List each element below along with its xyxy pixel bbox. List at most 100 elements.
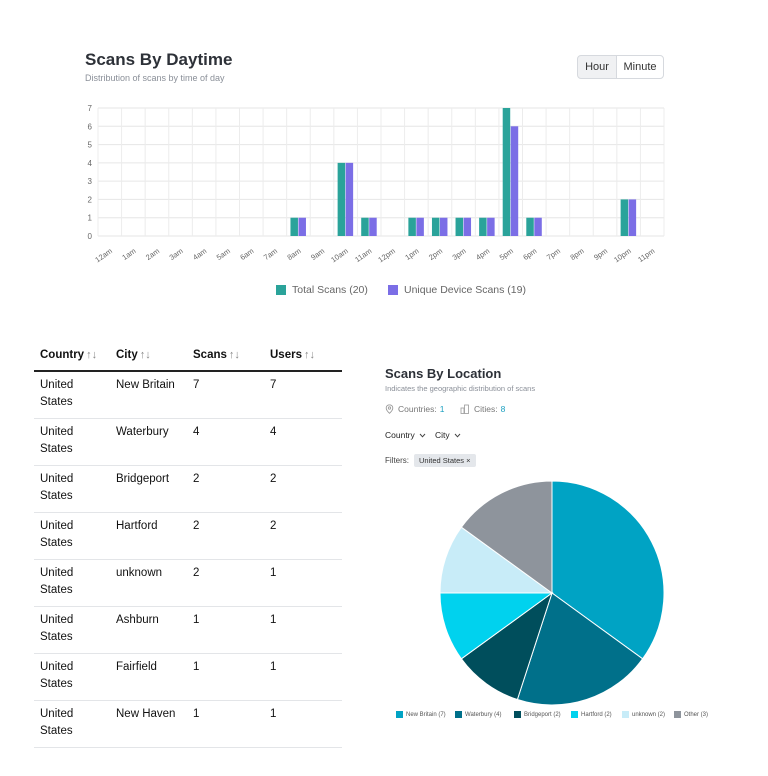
pie-slice-5[interactable] (460, 480, 553, 594)
y-tick-label: 1 (88, 214, 93, 223)
x-tick-label: 8am (285, 246, 302, 262)
x-tick-label: 10am (329, 246, 350, 264)
pie-slice-1[interactable] (516, 592, 644, 706)
bar-unique-2pm[interactable] (439, 217, 448, 236)
bar-total-10pm[interactable] (620, 199, 629, 236)
pie-slice-2[interactable] (460, 591, 553, 701)
sort-icon[interactable]: ↑↓ (228, 349, 240, 361)
pie-legend-item[interactable]: Hartford (2) (571, 711, 612, 718)
cell-scans: 2 (187, 512, 264, 560)
cell-city: Bridgeport (110, 465, 187, 513)
pie-legend-item[interactable]: New Britain (7) (396, 711, 446, 718)
pie-legend-item[interactable]: Bridgeport (2) (514, 711, 561, 718)
bar-unique-1pm[interactable] (416, 217, 424, 236)
pie-legend-item[interactable]: Other (3) (674, 711, 708, 718)
cell-country: United States (34, 559, 110, 607)
pie-legend-label: Hartford (2) (581, 711, 612, 718)
x-tick-label: 4am (191, 246, 208, 262)
cell-users: 1 (264, 653, 342, 701)
table-row: United States New Haven 1 1 (34, 700, 342, 748)
country-dropdown[interactable]: Country (385, 430, 426, 440)
legend-total-scans[interactable]: Total Scans (20) (276, 284, 368, 296)
bar-total-2pm[interactable] (431, 217, 440, 236)
daytime-subtitle: Distribution of scans by time of day (85, 73, 225, 83)
sort-icon[interactable]: ↑↓ (303, 349, 315, 361)
bar-total-10am[interactable] (337, 162, 346, 236)
cell-users: 1 (264, 700, 342, 748)
x-tick-label: 11am (353, 246, 373, 264)
chevron-down-icon (454, 433, 461, 438)
cities-label: Cities: (474, 404, 498, 414)
bar-total-8am[interactable] (290, 217, 298, 236)
pie-legend-item[interactable]: unknown (2) (622, 711, 665, 718)
column-header-scans[interactable]: Scans ↑↓ (187, 345, 264, 372)
cell-users: 7 (264, 371, 342, 419)
table-row: United States Fairfield 1 1 (34, 653, 342, 701)
cities-value: 8 (500, 404, 506, 414)
cell-scans: 2 (187, 465, 264, 513)
bar-total-5pm[interactable] (502, 108, 511, 236)
cell-city: unknown (110, 559, 187, 607)
bar-total-6pm[interactable] (526, 217, 534, 236)
country-dropdown-label: Country (385, 430, 415, 440)
pie-slice-0[interactable] (551, 480, 665, 660)
bar-total-1pm[interactable] (408, 217, 416, 236)
bar-unique-4pm[interactable] (487, 217, 495, 236)
column-header-country[interactable]: Country ↑↓ (34, 345, 110, 372)
cell-scans: 7 (187, 371, 264, 419)
pie-slice-3[interactable] (439, 592, 554, 660)
bar-total-4pm[interactable] (479, 217, 487, 236)
cell-country: United States (34, 418, 110, 466)
filter-chip-united-states[interactable]: United States × (414, 454, 476, 467)
table-header-row: Country ↑↓ City ↑↓ Scans ↑↓ Users ↑↓ (34, 345, 342, 372)
cell-scans: 1 (187, 653, 264, 701)
cell-country: United States (34, 465, 110, 513)
location-table: Country ↑↓ City ↑↓ Scans ↑↓ Users ↑↓ United … (34, 345, 342, 748)
table-row: United States Bridgeport 2 2 (34, 465, 342, 513)
cell-country: United States (34, 653, 110, 701)
cell-country: United States (34, 512, 110, 560)
bar-unique-10pm[interactable] (628, 199, 637, 236)
sort-icon[interactable]: ↑↓ (86, 349, 98, 361)
minute-toggle-button[interactable]: Minute (616, 55, 664, 79)
y-tick-label: 4 (88, 159, 93, 168)
bar-total-3pm[interactable] (455, 217, 464, 236)
column-header-city[interactable]: City ↑↓ (110, 345, 187, 372)
legend-total-label: Total Scans (20) (292, 284, 368, 296)
table-row: United States Ashburn 1 1 (34, 606, 342, 654)
legend-unique-scans[interactable]: Unique Device Scans (19) (388, 284, 526, 296)
bar-unique-8am[interactable] (298, 217, 306, 236)
bar-unique-3pm[interactable] (463, 217, 472, 236)
sort-icon[interactable]: ↑↓ (139, 349, 151, 361)
x-tick-label: 2pm (427, 246, 444, 262)
bar-unique-5pm[interactable] (510, 126, 519, 236)
pie-legend-item[interactable]: Waterbury (4) (455, 711, 501, 718)
daytime-title: Scans By Daytime (85, 50, 233, 69)
cell-country: United States (34, 700, 110, 748)
x-tick-label: 5pm (498, 246, 515, 262)
pie-legend-label: Other (3) (684, 711, 709, 718)
column-header-users[interactable]: Users ↑↓ (264, 345, 342, 372)
bar-unique-10am[interactable] (345, 162, 354, 236)
countries-stat: Countries: 1 (385, 404, 444, 414)
filters-label: Filters: (385, 456, 409, 465)
x-tick-label: 12pm (376, 246, 397, 264)
bar-unique-11am[interactable] (369, 217, 377, 236)
city-dropdown-label: City (435, 430, 450, 440)
x-tick-label: 7pm (545, 246, 562, 262)
cell-scans: 1 (187, 606, 264, 654)
city-dropdown[interactable]: City (435, 430, 461, 440)
pie-legend-label: Waterbury (4) (465, 711, 502, 718)
pie-legend-swatch (396, 711, 403, 718)
countries-label: Countries: (398, 404, 437, 414)
location-subtitle: Indicates the geographic distribution of… (385, 384, 536, 393)
bar-total-11am[interactable] (361, 217, 369, 236)
pie-legend-swatch (514, 711, 521, 718)
cell-city: New Britain (110, 371, 187, 419)
pie-slice-4[interactable] (439, 526, 554, 594)
cell-city: Fairfield (110, 653, 187, 701)
cell-scans: 4 (187, 418, 264, 466)
pie-legend-swatch (622, 711, 629, 718)
cell-users: 1 (264, 606, 342, 654)
bar-unique-6pm[interactable] (534, 217, 542, 236)
